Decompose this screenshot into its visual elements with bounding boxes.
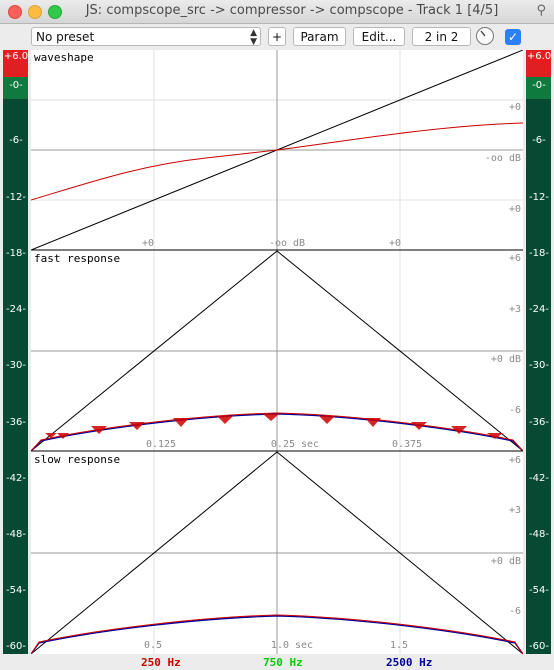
meter-label: -48- bbox=[6, 529, 26, 540]
axis-label: +0 bbox=[509, 204, 521, 215]
meter-label: -0- bbox=[9, 80, 23, 91]
knob-indicator-icon bbox=[480, 30, 486, 37]
bypass-checkbox[interactable]: ✓ bbox=[505, 29, 521, 45]
edit-button[interactable]: Edit... bbox=[353, 27, 405, 46]
transfer-curve bbox=[31, 122, 523, 201]
toolbar: No preset ▲▼ + Param Edit... 2 in 2 out … bbox=[0, 24, 554, 62]
fast-response-title: fast response bbox=[34, 252, 120, 265]
legend-250hz: 250 Hz bbox=[141, 656, 181, 669]
meter-label: +6.0 bbox=[526, 51, 552, 62]
preset-value: No preset bbox=[36, 30, 95, 44]
window-title: JS: compscope_src -> compressor -> comps… bbox=[85, 3, 499, 18]
pin-icon[interactable]: ⚲ bbox=[536, 3, 546, 18]
meter-label: -60- bbox=[529, 641, 549, 652]
meter-body bbox=[526, 99, 551, 654]
axis-label: +3 bbox=[509, 304, 521, 315]
meter-label: -36- bbox=[529, 417, 549, 428]
fast-response-panel: fast response +6 +3 +0 dB -6 0.125 0.25 … bbox=[31, 250, 523, 452]
axis-label: +6 bbox=[509, 253, 521, 264]
meter-label: -42- bbox=[529, 473, 549, 484]
axis-label: +0 dB bbox=[491, 354, 521, 365]
meter-label: -24- bbox=[6, 304, 26, 315]
meter-label: -48- bbox=[529, 529, 549, 540]
chevron-updown-icon: ▲ ▼ bbox=[250, 28, 257, 47]
meter-hot-zone bbox=[526, 77, 551, 99]
axis-label: +0 bbox=[142, 238, 154, 249]
axis-label: 0.375 bbox=[392, 439, 422, 450]
meter-body bbox=[3, 99, 28, 654]
input-envelope bbox=[31, 250, 523, 452]
meter-label: -24- bbox=[529, 304, 549, 315]
envelope-250hz bbox=[31, 614, 523, 654]
axis-label: +6 bbox=[509, 455, 521, 466]
axis-label: -6 bbox=[509, 405, 521, 416]
io-routing-button[interactable]: 2 in 2 out bbox=[412, 27, 471, 62]
meter-label: -0- bbox=[532, 80, 546, 91]
meter-label: -18- bbox=[6, 248, 26, 259]
param-button[interactable]: Param bbox=[293, 27, 346, 46]
meter-label: -36- bbox=[6, 417, 26, 428]
axis-label: 0.25 sec bbox=[271, 439, 319, 450]
axis-label: +0 bbox=[389, 238, 401, 249]
fast-ripple bbox=[45, 414, 503, 439]
axis-label: 0.5 bbox=[144, 640, 162, 651]
right-level-meter: +6.0 -0- -6- -12- -18- -24- -30- -36- -4… bbox=[526, 50, 551, 654]
add-preset-button[interactable]: + bbox=[268, 27, 286, 46]
axis-label: 0.125 bbox=[146, 439, 176, 450]
legend-750hz: 750 Hz bbox=[263, 656, 303, 669]
axis-label: +3 bbox=[509, 505, 521, 516]
axis-label: +0 dB bbox=[491, 556, 521, 567]
meter-label: -54- bbox=[6, 585, 26, 596]
minimize-window-button[interactable] bbox=[28, 5, 42, 19]
meter-label: -6- bbox=[9, 135, 23, 146]
meter-label: -12- bbox=[6, 192, 26, 203]
meter-label: -54- bbox=[529, 585, 549, 596]
waveshape-title: waveshape bbox=[34, 51, 94, 64]
preset-select[interactable]: No preset ▲ ▼ bbox=[31, 27, 261, 47]
axis-label: -6 bbox=[509, 606, 521, 617]
meter-label: -6- bbox=[532, 135, 546, 146]
left-level-meter: +6.0 -0- -6- -12- -18- -24- -30- -36- -4… bbox=[3, 50, 28, 654]
frequency-legend: 250 Hz 750 Hz 2500 Hz bbox=[31, 655, 523, 670]
meter-hot-zone bbox=[3, 77, 28, 99]
zoom-window-button[interactable] bbox=[48, 5, 62, 19]
close-window-button[interactable] bbox=[8, 5, 22, 19]
meter-label: -18- bbox=[529, 248, 549, 259]
meter-label: -30- bbox=[529, 360, 549, 371]
envelope-2500hz bbox=[31, 615, 523, 654]
axis-label: +0 bbox=[509, 102, 521, 113]
axis-label: -oo dB bbox=[269, 238, 305, 249]
scope-display: waveshape +0 -oo dB +0 +0 -oo dB +0 fast… bbox=[31, 50, 523, 654]
axis-label: -oo dB bbox=[485, 153, 521, 164]
slow-response-title: slow response bbox=[34, 453, 120, 466]
input-envelope bbox=[31, 451, 523, 654]
title-bar: JS: compscope_src -> compressor -> comps… bbox=[0, 0, 554, 24]
waveshape-panel: waveshape +0 -oo dB +0 +0 -oo dB +0 bbox=[31, 50, 523, 251]
meter-label: +6.0 bbox=[3, 51, 29, 62]
axis-label: 1.5 bbox=[390, 640, 408, 651]
meter-label: -12- bbox=[529, 192, 549, 203]
legend-2500hz: 2500 Hz bbox=[386, 656, 433, 669]
meter-clip-zone bbox=[3, 50, 28, 77]
axis-label: 1.0 sec bbox=[271, 640, 313, 651]
wet-dry-knob[interactable] bbox=[476, 27, 494, 45]
meter-label: -60- bbox=[6, 641, 26, 652]
slow-response-panel: slow response +6 +3 +0 dB -6 0.5 1.0 sec… bbox=[31, 451, 523, 654]
meter-label: -42- bbox=[6, 473, 26, 484]
meter-label: -30- bbox=[6, 360, 26, 371]
meter-clip-zone bbox=[526, 50, 551, 77]
